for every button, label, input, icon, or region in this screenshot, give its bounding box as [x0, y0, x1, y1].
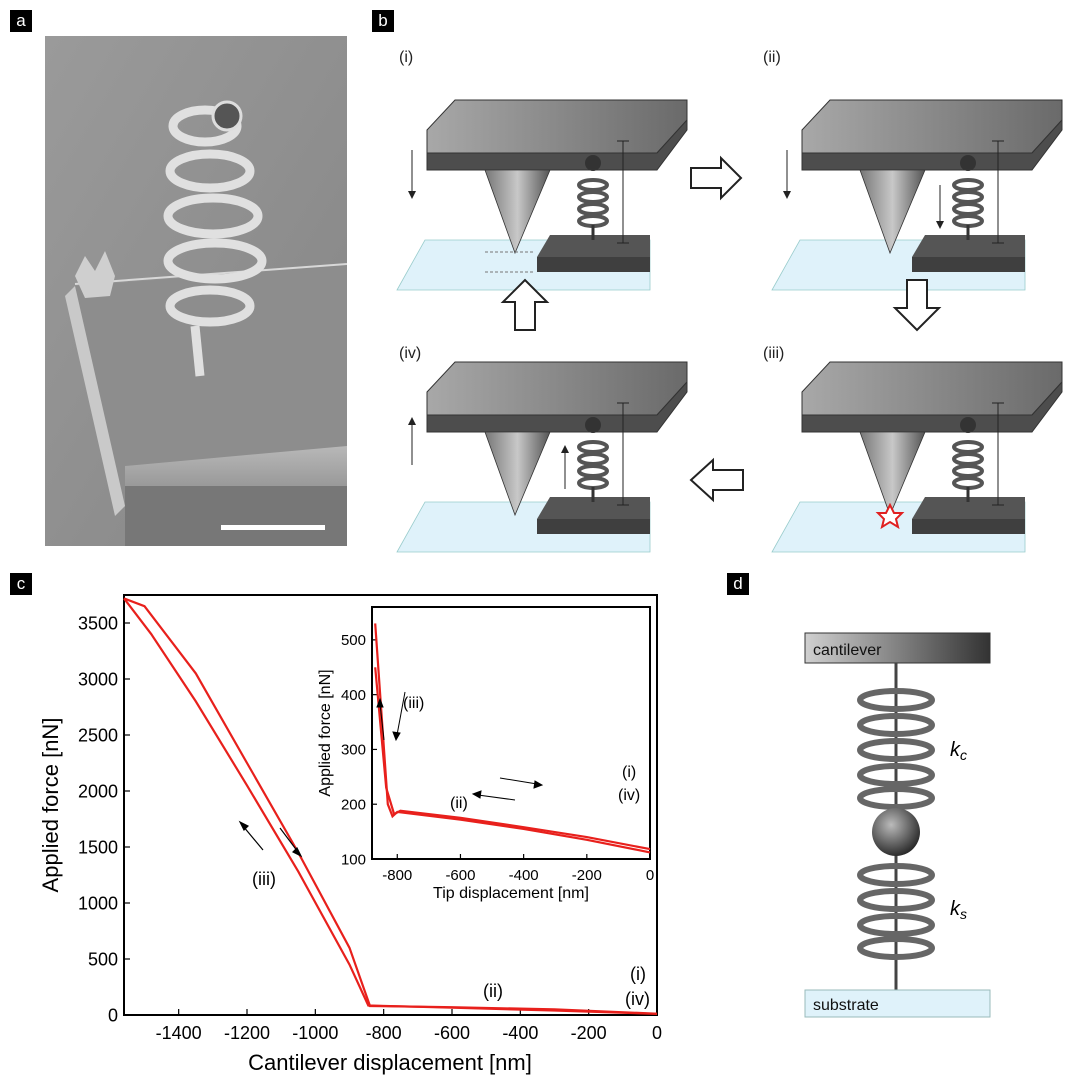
- inset-direction-arrows: [376, 691, 544, 801]
- panel-label-d: d: [727, 573, 749, 595]
- step-label-iii: (iii): [763, 345, 784, 362]
- main-direction-arrows: [238, 820, 303, 858]
- series-line-0: [374, 623, 651, 854]
- inset-ylabel: Applied force [nN]: [317, 669, 334, 796]
- ytick-label: 500: [88, 949, 118, 969]
- series-line-1: [123, 597, 658, 1015]
- ytick-label: 1500: [78, 837, 118, 857]
- ytick-label: 0: [108, 1005, 118, 1025]
- arrow-up: [500, 278, 550, 331]
- step-label-ii: (ii): [763, 49, 781, 66]
- ytick-label: 500: [341, 632, 366, 649]
- spring-ks: [857, 863, 935, 960]
- xtick-label: -1000: [292, 1023, 338, 1043]
- step-label-i: (i): [399, 49, 413, 66]
- spring-model: cantilever kc ks substrate: [804, 632, 991, 1018]
- inset-plot-frame: [371, 606, 651, 860]
- ytick-label: 400: [341, 687, 366, 704]
- xtick-label: -400: [509, 867, 539, 884]
- inset-annot-iv: (iv): [618, 787, 640, 804]
- xtick-label: 0: [646, 867, 654, 884]
- ytick-label: 200: [341, 796, 366, 813]
- inset-annot-i: (i): [622, 764, 636, 781]
- xtick-label: -200: [571, 1023, 607, 1043]
- main-plot-frame: [123, 594, 658, 1016]
- kc-label: kc: [950, 739, 967, 763]
- main-annot-ii: (ii): [483, 981, 503, 1001]
- inset-annot-iii: (iii): [403, 695, 424, 712]
- ytick-label: 2000: [78, 781, 118, 801]
- arrow-left: [689, 457, 744, 503]
- main-annot-i: (i): [630, 964, 646, 984]
- xtick-label: -800: [366, 1023, 402, 1043]
- cantilever-label: cantilever: [813, 642, 882, 659]
- main-ylabel: Applied force [nN]: [38, 718, 63, 893]
- main-annot-iii: (iii): [252, 869, 276, 889]
- series-line-1: [374, 667, 651, 851]
- main-xlabel: Cantilever displacement [nm]: [248, 1050, 532, 1075]
- xtick-label: -800: [382, 867, 412, 884]
- substrate-label: substrate: [813, 997, 879, 1014]
- mass-sphere: [872, 808, 920, 856]
- main-annot-iv: (iv): [625, 989, 650, 1009]
- substrate-block: [804, 989, 991, 1018]
- ytick-label: 1000: [78, 893, 118, 913]
- ytick-label: 2500: [78, 725, 118, 745]
- ytick-label: 100: [341, 851, 366, 868]
- panel-label-b: b: [372, 10, 394, 32]
- inset-annot-ii: (ii): [450, 795, 468, 812]
- xtick-label: -1400: [156, 1023, 202, 1043]
- ytick-label: 3500: [78, 613, 118, 633]
- inset-xlabel: Tip displacement [nm]: [433, 885, 589, 902]
- sem-image: [45, 36, 347, 546]
- cycle-schematic: (i) (ii) (iv) (iii): [395, 49, 1064, 554]
- step-label-iv: (iv): [399, 345, 421, 362]
- xtick-label: -600: [445, 867, 475, 884]
- arrow-down: [892, 279, 942, 332]
- xtick-label: -400: [502, 1023, 538, 1043]
- arrow-right: [690, 155, 743, 201]
- panel-label-a: a: [10, 10, 32, 32]
- xtick-label: 0: [652, 1023, 662, 1043]
- ks-label: ks: [950, 898, 967, 922]
- panel-label-c: c: [10, 573, 32, 595]
- xtick-label: -1200: [224, 1023, 270, 1043]
- xtick-label: -200: [572, 867, 602, 884]
- xtick-label: -600: [434, 1023, 470, 1043]
- ytick-label: 3000: [78, 669, 118, 689]
- ytick-label: 300: [341, 742, 366, 759]
- scale-bar: [221, 525, 325, 530]
- spring-kc: [857, 688, 935, 810]
